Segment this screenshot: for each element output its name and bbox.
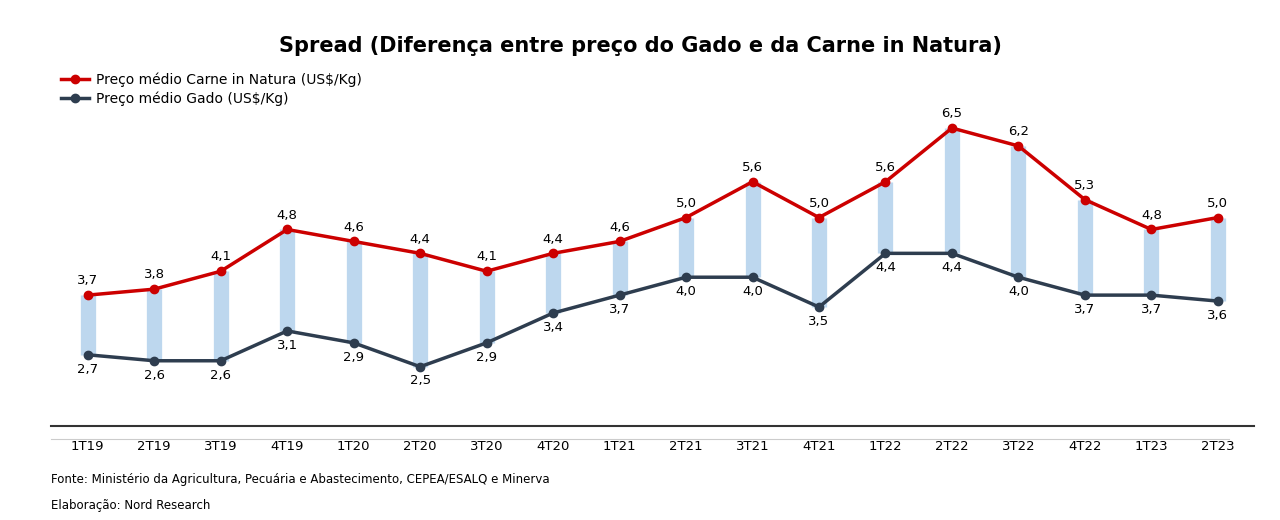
- Text: 2,5: 2,5: [410, 374, 430, 387]
- Text: 3,7: 3,7: [1140, 303, 1162, 316]
- Text: 4,6: 4,6: [609, 220, 630, 233]
- Text: 4,0: 4,0: [742, 285, 763, 298]
- Text: 3,7: 3,7: [77, 275, 99, 288]
- Text: 5,0: 5,0: [809, 197, 829, 210]
- Text: Fonte: Ministério da Agricultura, Pecuária e Abastecimento, CEPEA/ESALQ e Minerv: Fonte: Ministério da Agricultura, Pecuár…: [51, 473, 550, 486]
- Text: 2,9: 2,9: [343, 350, 365, 363]
- Text: 4,8: 4,8: [1140, 209, 1162, 222]
- Text: 4,4: 4,4: [543, 232, 563, 245]
- Text: 3,7: 3,7: [609, 303, 630, 316]
- Text: 4,0: 4,0: [1007, 285, 1029, 298]
- Text: 3,5: 3,5: [809, 315, 829, 328]
- Text: Elaboração: Nord Research: Elaboração: Nord Research: [51, 499, 211, 512]
- Text: 2,6: 2,6: [210, 369, 232, 382]
- Text: 4,4: 4,4: [942, 261, 963, 274]
- Text: 5,0: 5,0: [1207, 197, 1229, 210]
- Text: 3,7: 3,7: [1074, 303, 1096, 316]
- Text: 2,7: 2,7: [77, 362, 99, 375]
- Text: 4,8: 4,8: [276, 209, 298, 222]
- Text: 2,9: 2,9: [476, 350, 497, 363]
- Text: 5,6: 5,6: [742, 161, 763, 174]
- Text: 5,0: 5,0: [676, 197, 696, 210]
- Text: 4,4: 4,4: [876, 261, 896, 274]
- Text: 6,5: 6,5: [941, 107, 963, 120]
- Text: 3,4: 3,4: [543, 321, 563, 334]
- Text: 5,6: 5,6: [876, 161, 896, 174]
- Text: 4,1: 4,1: [476, 251, 497, 264]
- Text: 5,3: 5,3: [1074, 179, 1096, 192]
- Text: 3,1: 3,1: [276, 339, 298, 352]
- Text: 2,6: 2,6: [143, 369, 165, 382]
- Text: 3,6: 3,6: [1207, 309, 1229, 322]
- Text: 4,0: 4,0: [676, 285, 696, 298]
- Text: Spread (Diferença entre preço do Gado e da Carne in Natura): Spread (Diferença entre preço do Gado e …: [279, 36, 1001, 56]
- Text: 4,4: 4,4: [410, 232, 430, 245]
- Text: 3,8: 3,8: [143, 268, 165, 281]
- Text: 6,2: 6,2: [1007, 125, 1029, 138]
- Text: 4,6: 4,6: [343, 220, 364, 233]
- Legend: Preço médio Carne in Natura (US$/Kg), Preço médio Gado (US$/Kg): Preço médio Carne in Natura (US$/Kg), Pr…: [58, 69, 365, 109]
- Text: 4,1: 4,1: [210, 251, 232, 264]
